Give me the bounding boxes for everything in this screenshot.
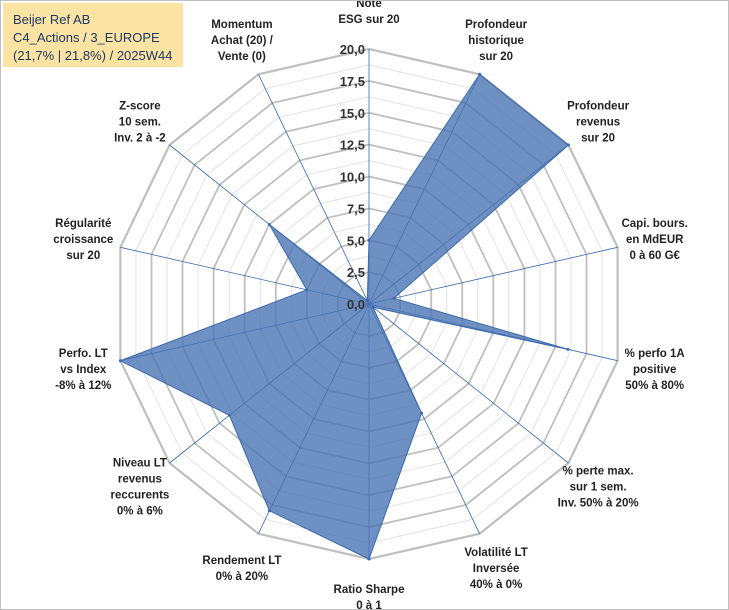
axis-label-line: Ratio Sharpe [334, 584, 405, 596]
axis-label: Capi. bours. en MdEUR 0 à 60 G€ [621, 218, 687, 262]
tick-label: 15,0 [340, 106, 365, 121]
axis-spoke [368, 246, 618, 305]
radial-tick-labels: 0,0 2,5 5,0 7,5 10,0 12,5 15,0 17,5 20,0 [340, 42, 365, 312]
axis-label-line: sur 20 [581, 132, 615, 144]
category-labels: Note ESG sur 20 Profondeur historique sur 20… [53, 1, 688, 609]
axis-label: Perfo. LT vs Index -8% à 12% [55, 348, 111, 392]
tick-label: 5,0 [347, 233, 365, 248]
data-point [566, 347, 570, 351]
axis-label-line: Perfo. LT [59, 348, 108, 360]
axis-label-line: sur 1 sem. [570, 482, 627, 494]
axis-label-line: Vente (0) [218, 51, 266, 63]
data-point [367, 557, 371, 561]
axis-label-line: 0% à 20% [216, 571, 268, 583]
axis-label-line: Régularité [55, 218, 111, 230]
axis-label-line: Note [356, 1, 382, 10]
info-box: Beijer Ref AB C4_Actions / 3_EUROPE (21,… [3, 3, 183, 67]
axis-label-line: Z-score [119, 100, 161, 112]
axis-label-line: historique [468, 35, 524, 47]
axis-label-line: croissance [53, 234, 113, 246]
axis-label-line: sur 20 [479, 51, 513, 63]
axis-label: % perte max. sur 1 sem. Inv. 50% à 20% [558, 466, 639, 510]
axis-label-line: Volatilité LT [464, 547, 527, 559]
tick-label: 7,5 [347, 201, 365, 216]
data-point [305, 288, 309, 292]
data-point [267, 223, 271, 226]
axis-label-line: Inversée [473, 563, 520, 575]
axis-label-line: revenus [576, 116, 620, 128]
data-point [566, 143, 570, 147]
score-week: (21,7% | 21,8%) / 2025W44 [13, 48, 173, 63]
axis-label-line: -8% à 12% [55, 380, 111, 392]
data-point [392, 296, 396, 300]
company-name: Beijer Ref AB [13, 12, 91, 27]
axis-label: Momentum Achat (20) / Vente (0) [211, 19, 274, 63]
axis-spoke [368, 303, 569, 464]
tick-label: 0,0 [347, 297, 365, 312]
axis-label-line: Profondeur [465, 19, 527, 31]
data-point [227, 413, 231, 417]
axis-label-line: sur 20 [66, 250, 100, 262]
tick-label: 12,5 [340, 138, 365, 153]
data-point [267, 509, 271, 513]
axis-label: Rendement LT 0% à 20% [202, 555, 281, 583]
axis-label-line: Inv. 50% à 20% [558, 498, 639, 510]
data-point [118, 359, 122, 363]
axis-label-line: vs Index [60, 364, 107, 376]
portfolio-region: C4_Actions / 3_EUROPE [13, 30, 160, 45]
axis-label-line: en MdEUR [626, 234, 684, 246]
axis-label-line: Rendement LT [202, 555, 281, 567]
axis-label-line: 0% à 6% [117, 506, 163, 518]
axis-label: Volatilité LT Inversée 40% à 0% [464, 547, 527, 591]
axis-label: Profondeur historique sur 20 [465, 19, 527, 63]
tick-label: 2,5 [347, 265, 365, 280]
axis-label-line: Profondeur [567, 100, 629, 112]
data-point [371, 305, 375, 309]
axis-spoke [258, 74, 370, 305]
axis-label: Niveau LT revenus reccurents 0% à 6% [110, 458, 169, 518]
axis-label-line: positive [633, 364, 676, 376]
axis-label-line: 50% à 80% [625, 380, 684, 392]
axis-label-line: revenus [118, 474, 162, 486]
axis-label-line: Niveau LT [113, 458, 167, 470]
axis-label-line: % perfo 1A [625, 348, 685, 360]
tick-label: 17,5 [340, 74, 365, 89]
axis-label-line: Momentum [211, 19, 272, 31]
axis-label: Régularité croissance sur 20 [53, 218, 113, 262]
axis-label-line: % perte max. [563, 466, 634, 478]
axis-label-line: Achat (20) / [211, 35, 274, 47]
axis-label-line: 40% à 0% [470, 579, 522, 591]
data-point [420, 411, 424, 415]
axis-label: Note ESG sur 20 [338, 1, 399, 26]
axis-label-line: ESG sur 20 [338, 14, 399, 26]
axis-label-line: 0 à 1 [356, 600, 382, 609]
axis-label: Profondeur revenus sur 20 [567, 100, 629, 144]
axis-label: Z-score 10 sem. Inv. 2 à -2 [114, 100, 166, 144]
axis-label-line: Inv. 2 à -2 [114, 132, 166, 144]
axis-label: Ratio Sharpe 0 à 1 [334, 584, 405, 609]
axis-label: % perfo 1A positive 50% à 80% [625, 348, 685, 392]
data-point [367, 238, 371, 242]
axis-label-line: 0 à 60 G€ [629, 250, 680, 262]
axis-label-line: 10 sem. [119, 116, 161, 128]
radar-series [118, 72, 570, 561]
axis-label-line: reccurents [110, 490, 169, 502]
data-point [478, 72, 482, 76]
tick-label: 10,0 [340, 170, 365, 185]
data-point [365, 299, 369, 303]
tick-label: 20,0 [340, 42, 365, 57]
axis-label-line: Capi. bours. [621, 218, 687, 230]
